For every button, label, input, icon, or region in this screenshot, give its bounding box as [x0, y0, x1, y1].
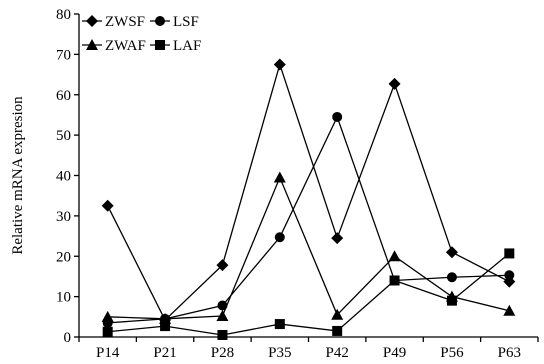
data-point-lsf — [274, 232, 285, 243]
y-tick-label: 80 — [56, 7, 71, 23]
series-zwsf — [101, 58, 516, 327]
data-point-laf — [160, 321, 171, 332]
legend-item-laf: LAF — [150, 38, 201, 54]
series-line-laf — [107, 252, 510, 336]
legend-marker-zwsf — [86, 15, 98, 27]
y-tick-label: 70 — [56, 47, 71, 63]
series-line-lsf — [107, 115, 510, 324]
legend-marker-laf — [155, 40, 165, 50]
data-point-lsf — [217, 300, 228, 311]
data-point-laf — [102, 326, 113, 337]
x-ticks: P14 P21 P28 P35 P42 P49 P56 P63 — [78, 337, 539, 361]
axes — [78, 14, 538, 338]
legend-marker-zwaf — [86, 39, 98, 50]
data-point-zwaf — [388, 250, 401, 262]
x-tick-label: P42 — [326, 345, 349, 361]
x-tick-label: P21 — [153, 345, 176, 361]
data-point-lsf — [446, 272, 457, 283]
legend-item-zwaf: ZWAF — [82, 38, 146, 54]
data-point-zwaf — [503, 304, 516, 316]
y-axis-label: Relative mRNA expresion — [10, 96, 26, 255]
legend-marker-lsf — [155, 16, 165, 26]
legend-label-zwaf: ZWAF — [105, 38, 146, 54]
y-tick-label: 10 — [56, 290, 71, 306]
x-tick-label: P35 — [268, 345, 291, 361]
series-laf — [102, 248, 515, 340]
data-point-zwaf — [101, 310, 114, 322]
data-point-laf — [446, 295, 457, 306]
data-point-laf — [217, 329, 228, 340]
data-point-zwsf — [101, 199, 114, 212]
data-point-zwsf — [388, 77, 401, 90]
series-line-zwaf — [107, 175, 510, 320]
data-point-zwaf — [331, 308, 344, 320]
x-tick-label: P56 — [440, 345, 464, 361]
legend-item-zwsf: ZWSF — [82, 14, 145, 30]
data-point-laf — [504, 248, 515, 259]
y-ticks: 0 10 20 30 40 50 60 70 80 — [56, 7, 79, 346]
x-tick-label: P63 — [498, 345, 521, 361]
legend: ZWSF LSF ZWAF LAF — [82, 14, 201, 54]
data-point-zwsf — [331, 232, 344, 245]
legend-label-laf: LAF — [173, 38, 201, 54]
data-point-lsf — [504, 270, 515, 281]
data-point-zwaf — [216, 310, 229, 322]
y-tick-label: 20 — [56, 249, 71, 265]
y-tick-label: 50 — [56, 128, 71, 144]
data-point-zwsf — [273, 58, 286, 71]
x-tick-label: P28 — [211, 345, 234, 361]
data-point-zwsf — [445, 246, 458, 259]
y-tick-label: 30 — [56, 209, 71, 225]
data-point-lsf — [332, 111, 343, 122]
data-point-zwsf — [216, 259, 229, 272]
data-point-laf — [332, 325, 343, 336]
data-point-zwaf — [159, 312, 172, 324]
y-tick-label: 40 — [56, 169, 71, 185]
data-point-laf — [389, 275, 400, 286]
y-tick-label: 0 — [64, 330, 72, 346]
x-tick-label: P49 — [383, 345, 406, 361]
series — [101, 58, 516, 340]
data-point-laf — [274, 319, 285, 330]
y-tick-label: 60 — [56, 88, 71, 104]
data-point-zwaf — [273, 171, 286, 183]
x-tick-label: P14 — [96, 345, 120, 361]
legend-label-lsf: LSF — [173, 14, 199, 30]
legend-label-zwsf: ZWSF — [105, 14, 145, 30]
legend-item-lsf: LSF — [150, 14, 199, 30]
series-line-zwsf — [107, 62, 510, 322]
